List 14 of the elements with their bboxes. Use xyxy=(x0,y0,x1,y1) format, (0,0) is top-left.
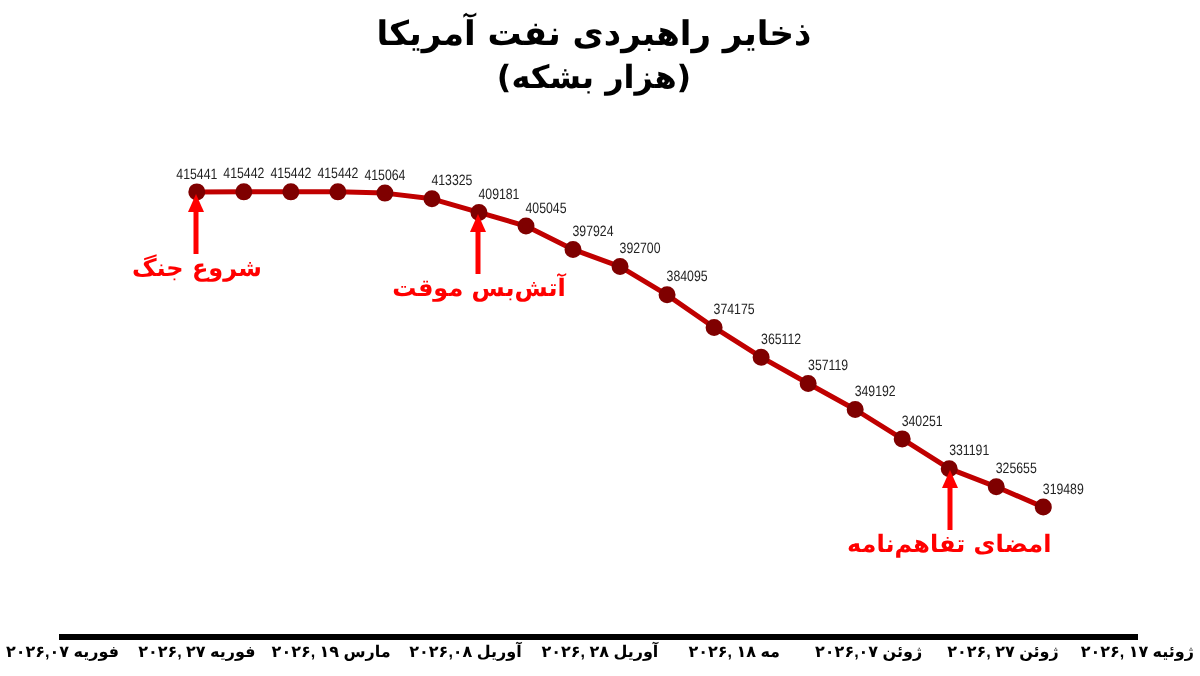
x-tick-label: ژوئیه ۱۷ ,۲۰۲۶ xyxy=(1080,642,1195,661)
x-tick-label: مارس ۱۹ ,۲۰۲۶ xyxy=(271,642,391,661)
x-tick-label: ژوئن ۲۷ ,۲۰۲۶ xyxy=(947,642,1060,661)
x-tick-label: ژوئن ۲۰۲۶,۰۷ xyxy=(815,642,923,661)
chart-title: ذخایر راهبردی نفت آمریکا xyxy=(376,11,813,56)
chart-subtitle: (هزار بشکه) xyxy=(496,58,692,97)
annotation: آتش‌بس موقت xyxy=(392,274,566,303)
x-tick-label: مه ۱۸ ,۲۰۲۶ xyxy=(688,642,781,661)
annotation: امضای تفاهم‌نامه xyxy=(847,530,1052,559)
x-tick-label: آوریل ۲۸ ,۲۰۲۶ xyxy=(541,640,659,661)
x-tick-label: فوریه ۲۰۲۶,۰۷ xyxy=(5,642,119,661)
x-tick-label: آوریل ۲۰۲۶,۰۸ xyxy=(409,640,523,661)
annotation: شروع جنگ xyxy=(131,253,262,282)
x-tick-label: فوریه ۲۷ ,۲۰۲۶ xyxy=(138,642,256,661)
